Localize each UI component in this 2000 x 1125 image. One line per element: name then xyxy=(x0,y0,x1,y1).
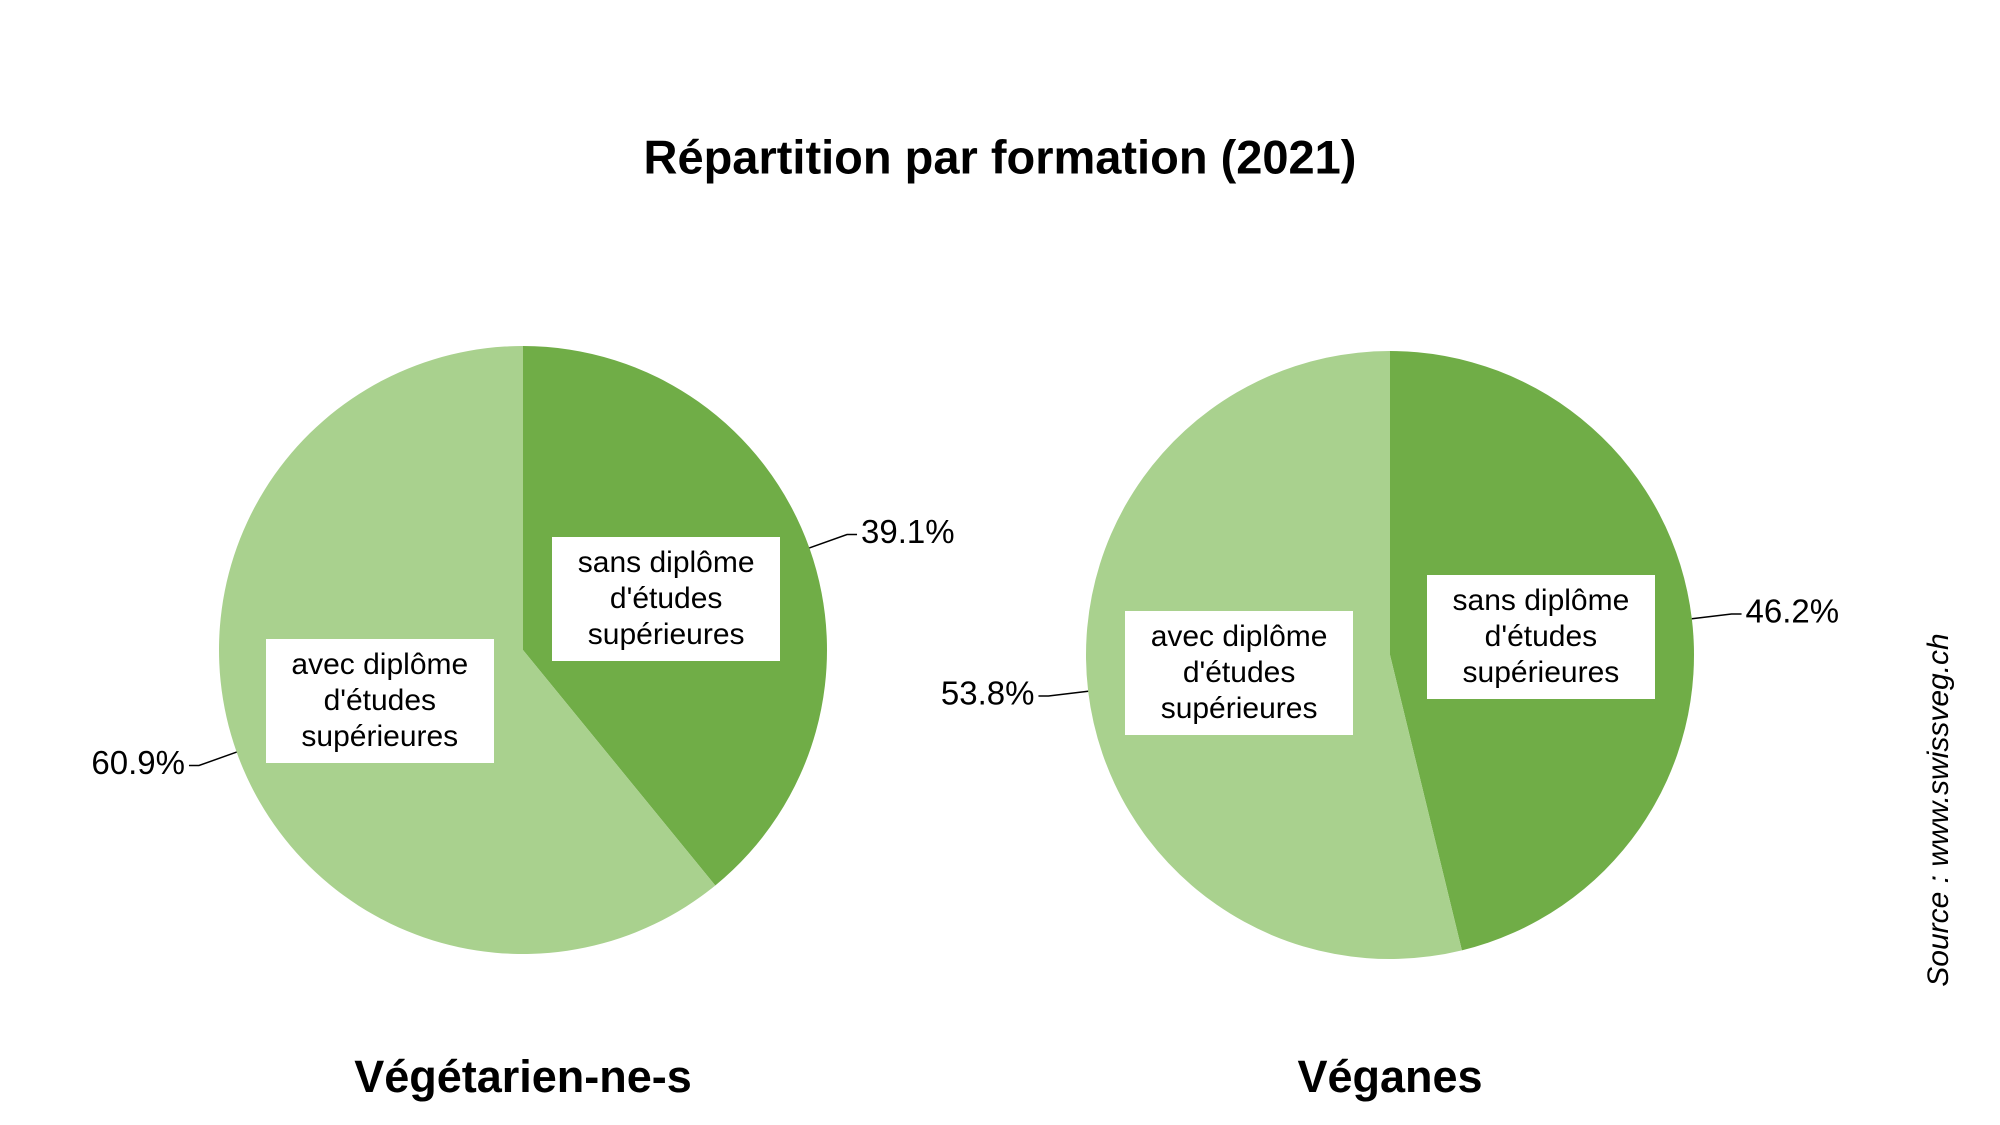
pie-title: Végétarien-ne-s xyxy=(354,1051,692,1102)
category-label: sans diplôme d'études supérieures xyxy=(1426,574,1655,699)
source: Source : www.swissveg.ch xyxy=(1922,633,1955,986)
leader-line xyxy=(1038,690,1089,697)
leader-line xyxy=(188,751,237,767)
value-label: 46.2% xyxy=(1746,593,1840,630)
leader-line xyxy=(809,533,858,549)
chart-title: Répartition par formation (2021) xyxy=(644,130,1357,183)
category-label: sans diplôme d'études supérieures xyxy=(552,536,781,661)
value-label: 53.8% xyxy=(941,675,1035,712)
category-label: avec diplôme d'études supérieures xyxy=(1125,611,1354,736)
value-label: 60.9% xyxy=(91,744,185,781)
category-label: avec diplôme d'études supérieures xyxy=(265,639,494,764)
leader-line xyxy=(1691,613,1742,620)
pie-title: Véganes xyxy=(1297,1051,1482,1102)
value-label: 39.1% xyxy=(861,513,955,550)
